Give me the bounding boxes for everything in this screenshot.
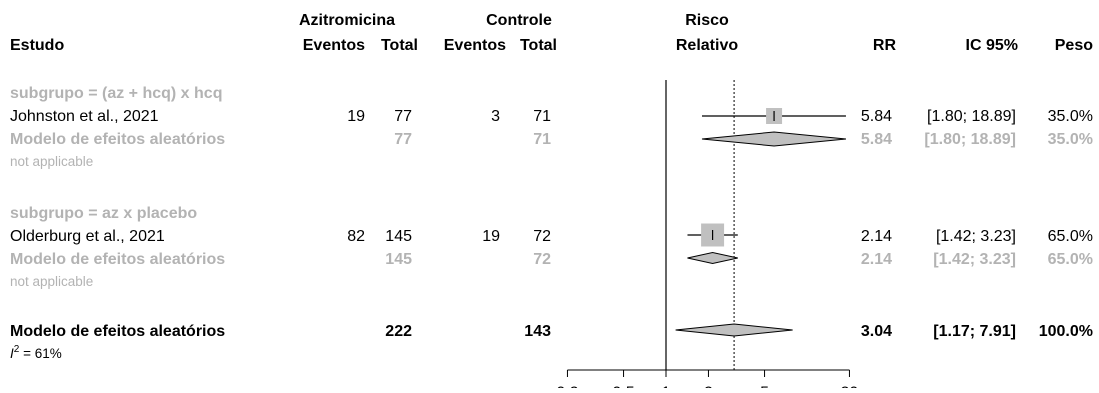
subgroup-1-model-rr: 5.84 <box>861 131 892 148</box>
header-risco: Risco <box>685 12 729 29</box>
study-2-total-ctrl: 72 <box>533 228 551 245</box>
study-1-events-az: 19 <box>347 108 365 125</box>
subgroup-2-label: subgrupo = az x placebo <box>10 205 197 222</box>
subgroup-2-diamond <box>687 251 738 265</box>
x-axis-tick-label: 1 <box>662 384 671 388</box>
header-total-ctrl: Total <box>520 37 557 54</box>
study-2-weight: 65.0% <box>1048 228 1093 245</box>
study-1-name: Johnston et al., 2021 <box>10 108 159 125</box>
study-1-total-ctrl: 71 <box>533 108 551 125</box>
subgroup-1-model-weight: 35.0% <box>1048 131 1093 148</box>
study-2-total-az: 145 <box>385 228 412 245</box>
subgroup-2-model-total-ctrl: 72 <box>533 251 551 268</box>
header-estudo: Estudo <box>10 37 64 54</box>
subgroup-1-model-ci: [1.80; 18.89] <box>924 131 1016 148</box>
study-2-name: Olderburg et al., 2021 <box>10 228 165 245</box>
subgroup-2-model-ci: [1.42; 3.23] <box>933 251 1016 268</box>
study-1-total-az: 77 <box>394 108 412 125</box>
x-axis-tick-label: 0.5 <box>612 384 634 388</box>
subgroup-2-heterogeneity: not applicable <box>10 274 93 289</box>
subgroup-2-model-rr: 2.14 <box>861 251 892 268</box>
subgroup-1-model-total-ctrl: 71 <box>533 131 551 148</box>
study-1-weight: 35.0% <box>1048 108 1093 125</box>
study-2-events-ctrl: 19 <box>482 228 500 245</box>
overall-label: Modelo de efeitos aleatórios <box>10 323 225 340</box>
overall-total-az: 222 <box>385 323 412 340</box>
subgroup-1-model-label: Modelo de efeitos aleatórios <box>10 131 225 148</box>
header-eventos-ctrl: Eventos <box>444 37 506 54</box>
study-2-events-az: 82 <box>347 228 365 245</box>
subgroup-1-model-total-az: 77 <box>394 131 412 148</box>
subgroup-1-diamond <box>701 131 846 147</box>
overall-diamond <box>675 323 793 337</box>
subgroup-2-model-weight: 65.0% <box>1048 251 1093 268</box>
study-2-rr: 2.14 <box>861 228 892 245</box>
header-peso: Peso <box>1055 37 1093 54</box>
header-eventos-az: Eventos <box>303 37 365 54</box>
header-ic: IC 95% <box>966 37 1018 54</box>
x-axis-tick-label: 20 <box>841 384 859 388</box>
subgroup-1-heterogeneity: not applicable <box>10 154 93 169</box>
overall-rr: 3.04 <box>861 323 892 340</box>
study-1-events-ctrl: 3 <box>491 108 500 125</box>
header-total-az: Total <box>381 37 418 54</box>
study-1-ci: [1.80; 18.89] <box>927 108 1016 125</box>
plot-area: 0.2 0.5 1 2 5 20 <box>556 80 859 393</box>
header-relativo: Relativo <box>676 37 738 54</box>
study-2-ci: [1.42; 3.23] <box>936 228 1016 245</box>
subgroup-2-model-label: Modelo de efeitos aleatórios <box>10 251 225 268</box>
overall-heterogeneity: I2 = 61% <box>10 344 62 361</box>
header-rr: RR <box>873 37 897 54</box>
header-azitromicina: Azitromicina <box>299 12 395 29</box>
subgroup-2-model-total-az: 145 <box>385 251 412 268</box>
x-axis-tick-label: 2 <box>704 384 713 388</box>
x-axis-tick-label: 5 <box>760 384 769 388</box>
x-axis-tick-label: 0.2 <box>556 384 578 388</box>
overall-total-ctrl: 143 <box>524 323 551 340</box>
study-1-rr: 5.84 <box>861 108 892 125</box>
header-controle: Controle <box>486 12 552 29</box>
overall-ci: [1.17; 7.91] <box>933 323 1016 340</box>
subgroup-1-label: subgrupo = (az + hcq) x hcq <box>10 85 222 102</box>
overall-weight: 100.0% <box>1039 323 1093 340</box>
